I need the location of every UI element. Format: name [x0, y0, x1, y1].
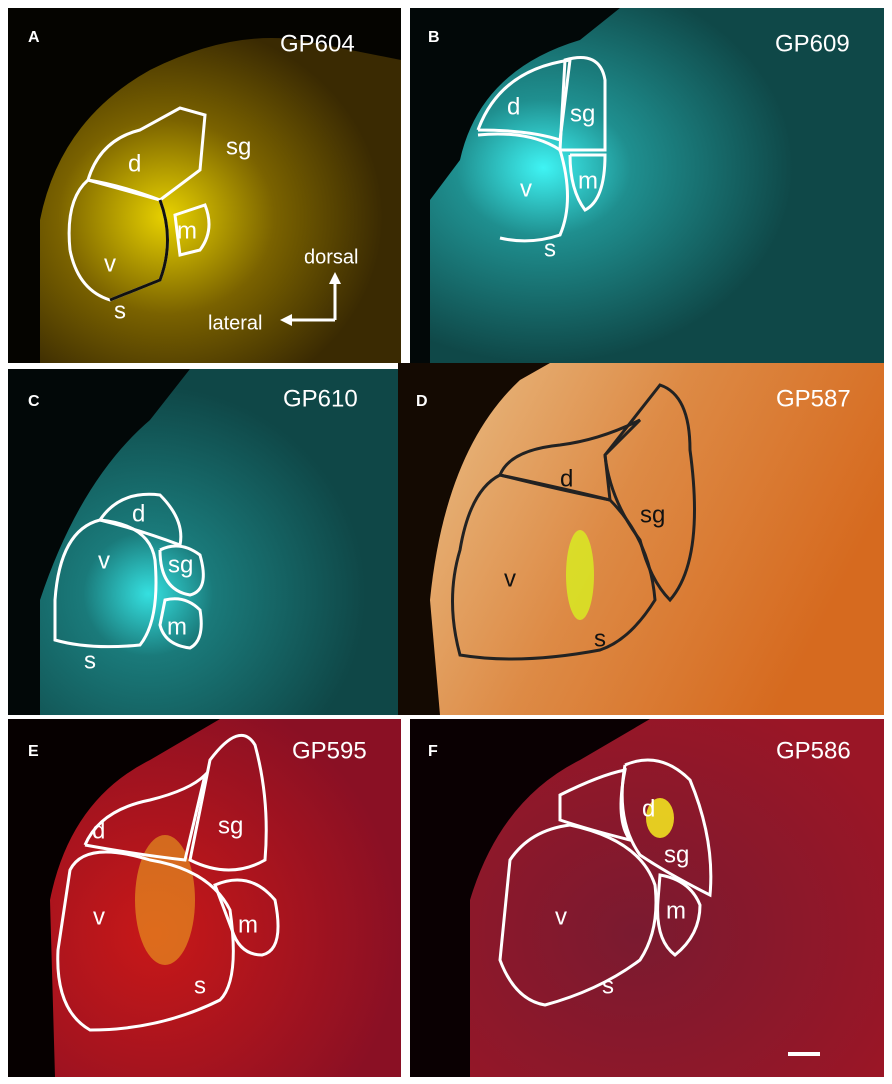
- panel-code: GP595: [292, 737, 367, 764]
- panel-b: B GP609 d sg v m s: [410, 8, 884, 363]
- region-label: v: [93, 903, 105, 930]
- region-label: m: [238, 911, 258, 938]
- region-label: s: [594, 625, 606, 652]
- panel-c: C GP610 d v sg m s: [8, 369, 401, 715]
- region-label: sg: [570, 100, 595, 127]
- orientation-label: dorsal: [304, 246, 358, 268]
- region-label: s: [114, 297, 126, 324]
- region-label: d: [92, 817, 105, 844]
- panel-e: E GP595 d sg v m s: [8, 719, 401, 1077]
- panel-f: F GP586 d sg v m s: [410, 719, 884, 1077]
- region-label: sg: [640, 501, 665, 528]
- panel-letter: C: [28, 393, 40, 410]
- region-label: m: [177, 217, 197, 244]
- panel-d: D GP587 d sg v s: [398, 363, 884, 715]
- region-label: d: [642, 795, 655, 822]
- region-label: d: [507, 93, 520, 120]
- region-label: v: [555, 903, 567, 930]
- region-label: v: [98, 547, 110, 574]
- panel-code: GP610: [283, 385, 358, 412]
- region-label: d: [560, 465, 573, 492]
- panel-letter: D: [416, 393, 428, 410]
- region-label: m: [666, 897, 686, 924]
- region-label: sg: [226, 133, 251, 160]
- panel-letter: E: [28, 743, 39, 760]
- panel-a: A GP604 d sg v m s dorsal lateral: [8, 8, 401, 363]
- orientation-label: lateral: [208, 312, 262, 334]
- panel-code: GP609: [775, 30, 850, 57]
- region-label: s: [194, 972, 206, 999]
- region-label: m: [578, 167, 598, 194]
- panel-code: GP586: [776, 737, 851, 764]
- panel-code: GP587: [776, 385, 851, 412]
- region-label: s: [544, 235, 556, 262]
- region-label: v: [504, 565, 516, 592]
- region-label: d: [128, 150, 141, 177]
- panel-code: GP604: [280, 30, 355, 57]
- region-label: v: [520, 175, 532, 202]
- region-label: s: [602, 972, 614, 999]
- region-label: m: [167, 613, 187, 640]
- region-label: s: [84, 647, 96, 674]
- region-label: v: [104, 250, 116, 277]
- panel-letter: B: [428, 29, 440, 46]
- region-label: sg: [168, 551, 193, 578]
- region-label: sg: [664, 841, 689, 868]
- region-label: d: [132, 500, 145, 527]
- panel-letter: A: [28, 29, 40, 46]
- region-label: sg: [218, 812, 243, 839]
- arrow-heads: [280, 272, 341, 326]
- scale-bar: [788, 1052, 820, 1056]
- orientation-arrows: [290, 282, 337, 322]
- panel-letter: F: [428, 743, 438, 760]
